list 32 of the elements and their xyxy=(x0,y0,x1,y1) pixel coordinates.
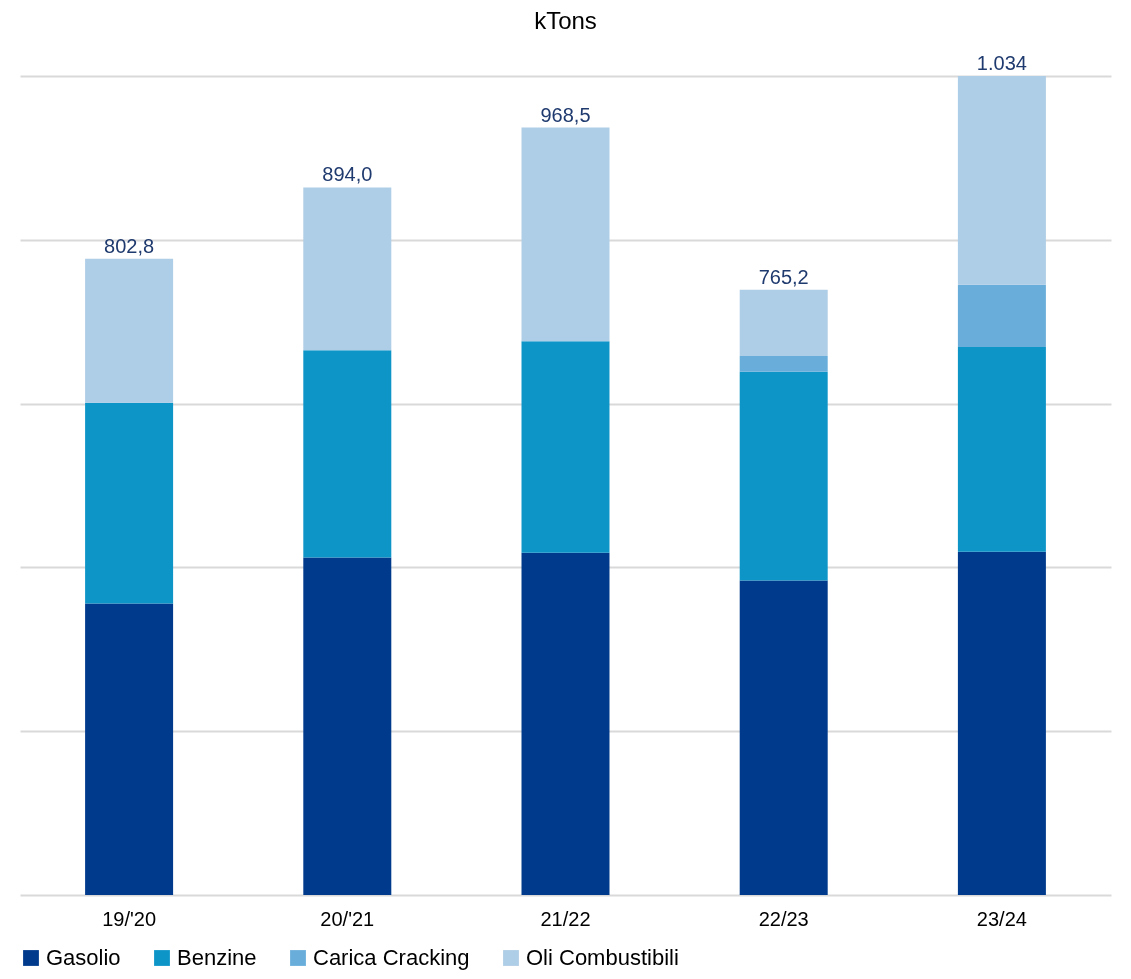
bar xyxy=(521,341,610,553)
legend-label: Carica Cracking xyxy=(313,945,470,970)
bar xyxy=(957,551,1046,895)
bar xyxy=(739,580,828,895)
bar xyxy=(739,356,828,372)
annotation: 802,8 xyxy=(104,234,155,257)
chart-title: kTons xyxy=(534,7,597,34)
legend-label: Oli Combustibili xyxy=(526,945,679,970)
bar xyxy=(957,284,1046,348)
bar xyxy=(85,402,174,604)
annotation: 894,0 xyxy=(322,163,373,186)
bar xyxy=(521,552,610,895)
bar xyxy=(303,187,392,351)
bar xyxy=(521,127,610,342)
x-tick-label: 21/22 xyxy=(540,907,591,930)
bar xyxy=(957,76,1046,285)
bar xyxy=(85,603,174,895)
x-tick-label: 20/'21 xyxy=(320,907,375,930)
x-tick-label: 19/'20 xyxy=(102,907,157,930)
legend-label: Benzine xyxy=(177,945,257,970)
bar xyxy=(739,371,828,581)
bar xyxy=(85,258,174,403)
text: 1.034 xyxy=(976,52,1027,74)
legend-label: Gasolio xyxy=(46,945,121,970)
bar xyxy=(303,557,392,895)
bar xyxy=(957,347,1046,552)
x-tick-label: 22/23 xyxy=(758,907,809,930)
annotation: 765,2 xyxy=(758,265,809,288)
x-tick-label: 23/24 xyxy=(976,907,1027,930)
annotation: 968,5 xyxy=(540,103,591,126)
bar xyxy=(739,289,828,357)
bar xyxy=(303,350,392,558)
